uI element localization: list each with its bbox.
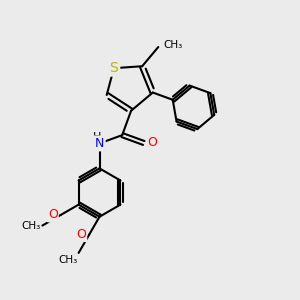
Text: CH₃: CH₃ — [58, 255, 77, 265]
Text: CH₃: CH₃ — [164, 40, 183, 50]
Text: O: O — [147, 136, 157, 149]
Text: O: O — [76, 228, 86, 241]
Text: N: N — [95, 137, 104, 150]
Text: O: O — [48, 208, 58, 221]
Text: S: S — [110, 61, 118, 75]
Text: H: H — [93, 132, 101, 142]
Text: CH₃: CH₃ — [22, 220, 41, 230]
